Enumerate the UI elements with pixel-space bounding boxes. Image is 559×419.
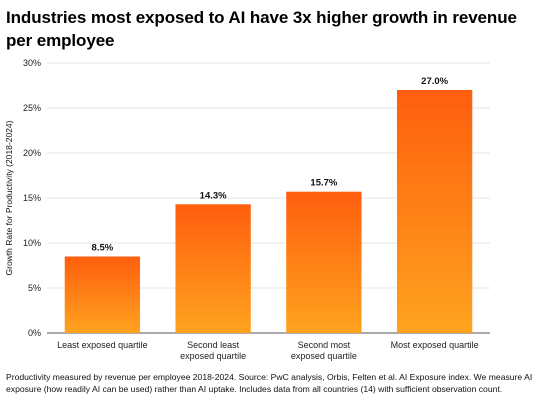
data-label: 27.0%	[421, 76, 448, 87]
chart-title: Industries most exposed to AI have 3x hi…	[6, 8, 517, 50]
x-tick-label: Second least exposed quartile	[180, 340, 246, 361]
bar	[64, 256, 141, 333]
y-axis-label: Growth Rate for Productivity (2018-2024)	[4, 120, 14, 275]
y-tick-label: 20%	[23, 148, 41, 158]
data-label: 15.7%	[310, 178, 337, 189]
y-tick-label: 0%	[28, 328, 41, 338]
y-tick-label: 30%	[23, 58, 41, 68]
y-tick-label: 25%	[23, 103, 41, 113]
bar	[286, 191, 362, 333]
y-tick-label: 15%	[23, 193, 41, 203]
bar	[175, 204, 251, 333]
x-tick-label: Second most exposed quartile	[291, 340, 357, 361]
x-tick-label: Least exposed quartile	[57, 340, 148, 350]
data-label: 8.5%	[92, 243, 114, 254]
footnote: Productivity measured by revenue per emp…	[6, 372, 533, 394]
x-tick-label: Most exposed quartile	[391, 340, 479, 350]
y-tick-label: 5%	[28, 283, 41, 293]
data-label: 14.3%	[200, 190, 227, 201]
y-tick-label: 10%	[23, 238, 41, 248]
bar	[396, 90, 473, 333]
